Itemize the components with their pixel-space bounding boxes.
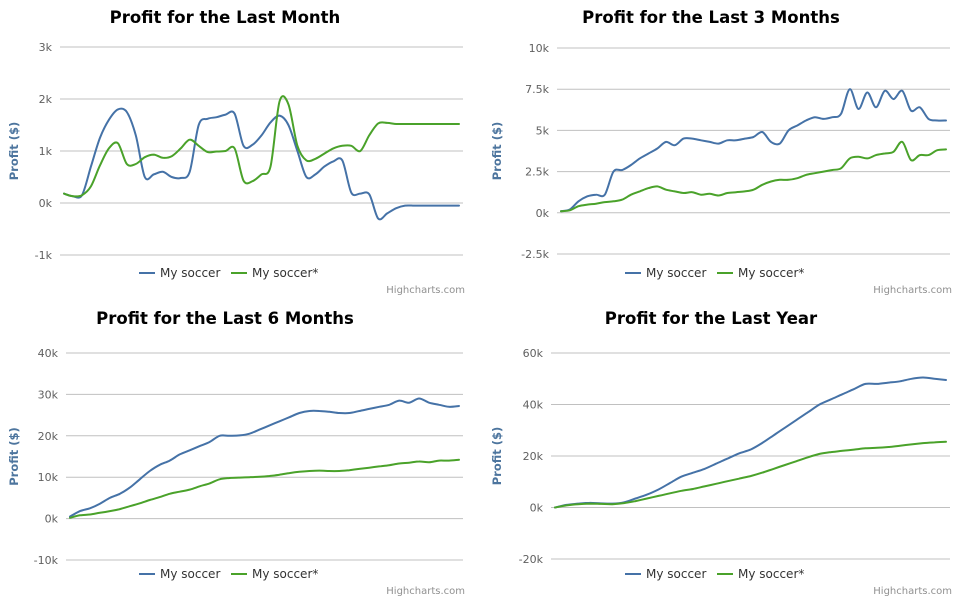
y-axis-title: Profit ($) bbox=[490, 122, 504, 181]
legend-label: My soccer bbox=[646, 567, 706, 581]
legend-label: My soccer* bbox=[252, 266, 318, 280]
legend-item-my-soccer-star[interactable]: My soccer* bbox=[717, 567, 804, 581]
chart-panel-6-months: Profit for the Last 6 Months -10k 0k 10k 20k… bbox=[0, 301, 483, 602]
series-line-2[interactable] bbox=[69, 458, 460, 519]
y-tick-label: 40k bbox=[38, 347, 59, 360]
series-line-1[interactable] bbox=[63, 107, 460, 221]
y-tick-label: 30k bbox=[38, 388, 59, 401]
y-axis-title: Profit ($) bbox=[490, 427, 504, 486]
legend-item-my-soccer[interactable]: My soccer bbox=[139, 567, 220, 581]
y-tick-label: 10k bbox=[38, 471, 59, 484]
legend-label: My soccer bbox=[646, 266, 706, 280]
y-tick-label: -20k bbox=[519, 553, 544, 566]
credits-link[interactable]: Highcharts.com bbox=[873, 285, 952, 296]
y-tick-label: 2k bbox=[39, 93, 53, 106]
y-tick-label: 0k bbox=[536, 207, 550, 220]
series-line-1[interactable] bbox=[554, 376, 947, 509]
chart-3-months: Profit for the Last 3 Months -2.5k 0k 2.5k 5… bbox=[490, 8, 952, 296]
y-tick-label: 60k bbox=[523, 347, 544, 360]
y-tick-label: 7.5k bbox=[525, 83, 549, 96]
series-line-1[interactable] bbox=[560, 88, 947, 213]
credits-link[interactable]: Highcharts.com bbox=[386, 285, 465, 296]
chart-year: Profit for the Last Year -20k 0k 20k 40k 60k P… bbox=[490, 309, 952, 597]
legend-item-my-soccer[interactable]: My soccer bbox=[625, 567, 706, 581]
chart-title: Profit for the Last Year bbox=[605, 309, 818, 328]
credits-link[interactable]: Highcharts.com bbox=[873, 586, 952, 597]
y-tick-label: 10k bbox=[529, 42, 550, 55]
y-tick-label: 40k bbox=[523, 399, 544, 412]
series-line-2[interactable] bbox=[560, 140, 947, 213]
legend-item-my-soccer-star[interactable]: My soccer* bbox=[231, 266, 318, 280]
series-line-2[interactable] bbox=[554, 440, 947, 509]
chart-title: Profit for the Last 6 Months bbox=[96, 309, 354, 328]
y-tick-label: 20k bbox=[38, 430, 59, 443]
y-tick-label: 20k bbox=[523, 450, 544, 463]
chart-title: Profit for the Last Month bbox=[110, 8, 341, 27]
y-tick-label: 3k bbox=[39, 41, 53, 54]
legend-item-my-soccer-star[interactable]: My soccer* bbox=[717, 266, 804, 280]
y-tick-label: 0k bbox=[530, 502, 544, 515]
chart-6-months: Profit for the Last 6 Months -10k 0k 10k 20k… bbox=[7, 309, 465, 597]
chart-title: Profit for the Last 3 Months bbox=[582, 8, 840, 27]
legend-label: My soccer bbox=[160, 567, 220, 581]
y-tick-label: 5k bbox=[536, 124, 550, 137]
chart-panel-3-months: Profit for the Last 3 Months -2.5k 0k 2.5k 5… bbox=[483, 0, 966, 301]
chart-panel-year: Profit for the Last Year -20k 0k 20k 40k 60k P… bbox=[483, 301, 966, 602]
y-tick-label: 2.5k bbox=[525, 166, 549, 179]
legend-item-my-soccer-star[interactable]: My soccer* bbox=[231, 567, 318, 581]
legend-label: My soccer* bbox=[738, 266, 804, 280]
y-tick-label: 0k bbox=[45, 513, 59, 526]
legend-item-my-soccer[interactable]: My soccer bbox=[625, 266, 706, 280]
y-tick-label: -2.5k bbox=[521, 248, 549, 261]
credits-link[interactable]: Highcharts.com bbox=[386, 586, 465, 597]
y-tick-label: -1k bbox=[35, 249, 53, 262]
chart-month: Profit for the Last Month -1k 0k 1k 2k 3k Prof… bbox=[7, 8, 465, 296]
y-tick-label: 0k bbox=[39, 197, 53, 210]
y-tick-label: 1k bbox=[39, 145, 53, 158]
chart-panel-month: Profit for the Last Month -1k 0k 1k 2k 3k Prof… bbox=[0, 0, 483, 301]
series-line-1[interactable] bbox=[69, 397, 460, 518]
legend-label: My soccer* bbox=[738, 567, 804, 581]
legend-label: My soccer* bbox=[252, 567, 318, 581]
y-axis-title: Profit ($) bbox=[7, 427, 21, 486]
legend-item-my-soccer[interactable]: My soccer bbox=[139, 266, 220, 280]
y-axis-title: Profit ($) bbox=[7, 122, 21, 181]
y-tick-label: -10k bbox=[34, 554, 59, 567]
legend-label: My soccer bbox=[160, 266, 220, 280]
series-line-2[interactable] bbox=[63, 95, 460, 198]
